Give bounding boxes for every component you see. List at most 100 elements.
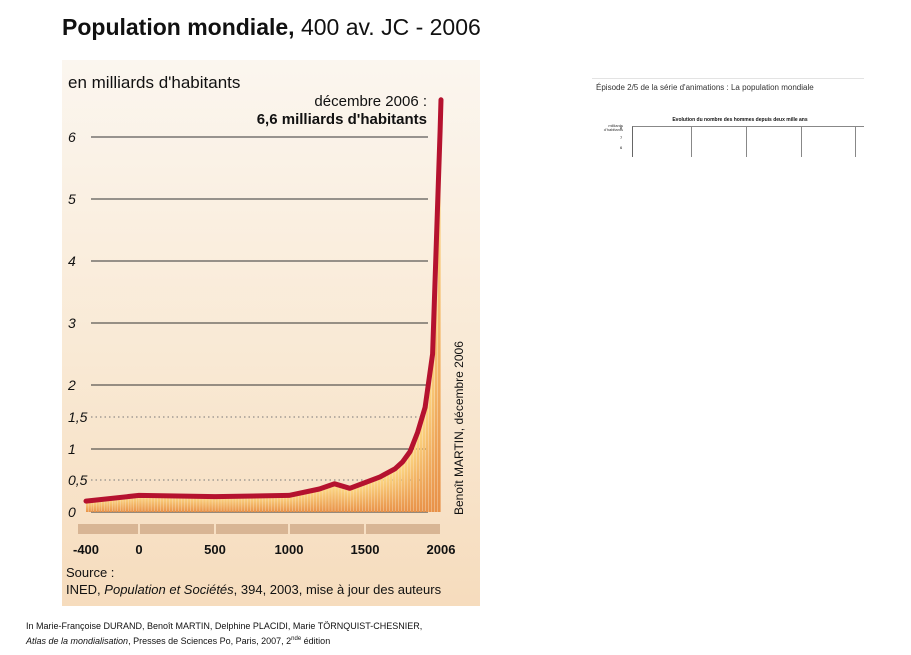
area-bar bbox=[320, 488, 323, 512]
area-bar bbox=[383, 474, 387, 512]
source-text: INED, Population et Sociétés, 394, 2003,… bbox=[66, 581, 441, 598]
area-bar bbox=[175, 496, 179, 512]
area-bar bbox=[151, 495, 154, 512]
area-bar bbox=[163, 495, 167, 512]
area-bar bbox=[239, 496, 242, 512]
area-bars bbox=[86, 148, 441, 513]
y-tick-label: 4 bbox=[68, 253, 76, 269]
area-bar bbox=[416, 429, 420, 512]
data-point bbox=[287, 493, 291, 497]
data-point bbox=[439, 98, 443, 102]
population-series-line bbox=[83, 97, 444, 504]
citation-edition: édition bbox=[301, 636, 331, 646]
area-bar bbox=[112, 498, 115, 512]
area-bar bbox=[401, 460, 405, 512]
source-label: Source : bbox=[66, 565, 115, 580]
area-bar bbox=[203, 496, 206, 512]
area-bar bbox=[194, 496, 197, 512]
y-tick-label: 5 bbox=[68, 191, 76, 207]
area-bar bbox=[215, 496, 218, 512]
y-tick-label: 3 bbox=[68, 315, 76, 331]
area-bar bbox=[212, 496, 215, 512]
area-bar bbox=[247, 496, 251, 512]
data-point bbox=[213, 495, 217, 499]
area-bar bbox=[93, 500, 97, 512]
thumbnail-tick: 6 bbox=[620, 145, 623, 150]
thumbnail-axis-label: milliards d'habitants bbox=[603, 123, 623, 132]
thumbnail-gridline bbox=[691, 127, 692, 157]
area-bar bbox=[425, 390, 429, 512]
area-bar bbox=[187, 496, 191, 512]
area-bar bbox=[104, 498, 107, 512]
area-bar bbox=[133, 495, 137, 512]
animation-thumbnail[interactable]: Épisode 2/5 de la série d'animations : L… bbox=[592, 78, 864, 157]
area-bar bbox=[99, 499, 102, 512]
area-bar bbox=[428, 368, 432, 512]
area-bar bbox=[233, 496, 236, 512]
x-axis-segment bbox=[78, 524, 138, 534]
area-bar bbox=[368, 480, 372, 512]
data-point bbox=[408, 449, 412, 454]
area-bar bbox=[292, 494, 296, 512]
area-bar bbox=[181, 496, 185, 512]
x-axis-segment bbox=[366, 524, 440, 534]
area-bar bbox=[142, 495, 145, 512]
area-bar bbox=[286, 495, 290, 512]
area-bar bbox=[329, 485, 332, 512]
area-bar bbox=[96, 499, 99, 512]
area-bar bbox=[218, 496, 221, 512]
chart-title-bold: Population mondiale, bbox=[62, 14, 295, 40]
area-bar bbox=[395, 466, 399, 512]
area-bar bbox=[335, 484, 338, 512]
area-bar bbox=[120, 497, 123, 512]
gridlines bbox=[91, 136, 428, 513]
area-bar bbox=[157, 495, 161, 512]
area-bar bbox=[338, 485, 341, 512]
area-bar bbox=[209, 496, 212, 512]
area-bar bbox=[313, 489, 317, 512]
area-bar bbox=[128, 496, 131, 512]
area-bar bbox=[422, 409, 426, 512]
x-axis-segment bbox=[216, 524, 288, 534]
area-bar bbox=[262, 495, 266, 512]
area-bar bbox=[230, 496, 233, 512]
area-bar bbox=[242, 496, 245, 512]
citation-line-1: In Marie-Françoise DURAND, Benoît MARTIN… bbox=[26, 621, 423, 631]
thumbnail-plot-area bbox=[632, 126, 864, 157]
area-bar bbox=[307, 491, 311, 512]
area-bar bbox=[250, 495, 254, 512]
y-tick-label: 1,5 bbox=[68, 409, 88, 425]
area-bar bbox=[407, 452, 411, 512]
area-bar bbox=[91, 500, 94, 512]
area-bar bbox=[386, 472, 390, 512]
chart-title: Population mondiale, 400 av. JC - 2006 bbox=[62, 14, 481, 41]
area-bar bbox=[253, 495, 257, 512]
y-tick-labels: 0 0,5 1 1,5 2 3 4 5 6 bbox=[67, 129, 88, 520]
area-bar bbox=[326, 486, 329, 512]
area-bar bbox=[356, 485, 360, 512]
area-bar bbox=[197, 496, 200, 512]
thumbnail-tick: 7 bbox=[620, 135, 623, 140]
area-bar bbox=[88, 500, 91, 512]
area-bar bbox=[295, 493, 299, 512]
area-bar bbox=[419, 419, 423, 512]
area-bar bbox=[221, 496, 224, 512]
author-credit: Benoît MARTIN, décembre 2006 bbox=[452, 341, 466, 515]
area-bar bbox=[277, 495, 281, 512]
area-bar bbox=[125, 496, 129, 512]
area-bar bbox=[224, 496, 227, 512]
citation: In Marie-Françoise DURAND, Benoît MARTIN… bbox=[26, 620, 422, 648]
y-tick-label: 1 bbox=[68, 441, 76, 457]
citation-publisher: , Presses de Sciences Po, Paris, 2007, 2 bbox=[128, 636, 292, 646]
data-point bbox=[400, 460, 405, 464]
citation-sup: nde bbox=[291, 636, 302, 642]
area-bar bbox=[380, 475, 384, 512]
population-line bbox=[83, 97, 444, 504]
source-publication: Population et Sociétés bbox=[104, 582, 234, 597]
area-bar bbox=[154, 495, 158, 512]
area-bar bbox=[265, 495, 269, 512]
area-bar bbox=[301, 492, 305, 512]
area-bar bbox=[353, 486, 357, 512]
area-bar bbox=[316, 489, 320, 512]
thumbnail-gridline bbox=[746, 127, 747, 157]
